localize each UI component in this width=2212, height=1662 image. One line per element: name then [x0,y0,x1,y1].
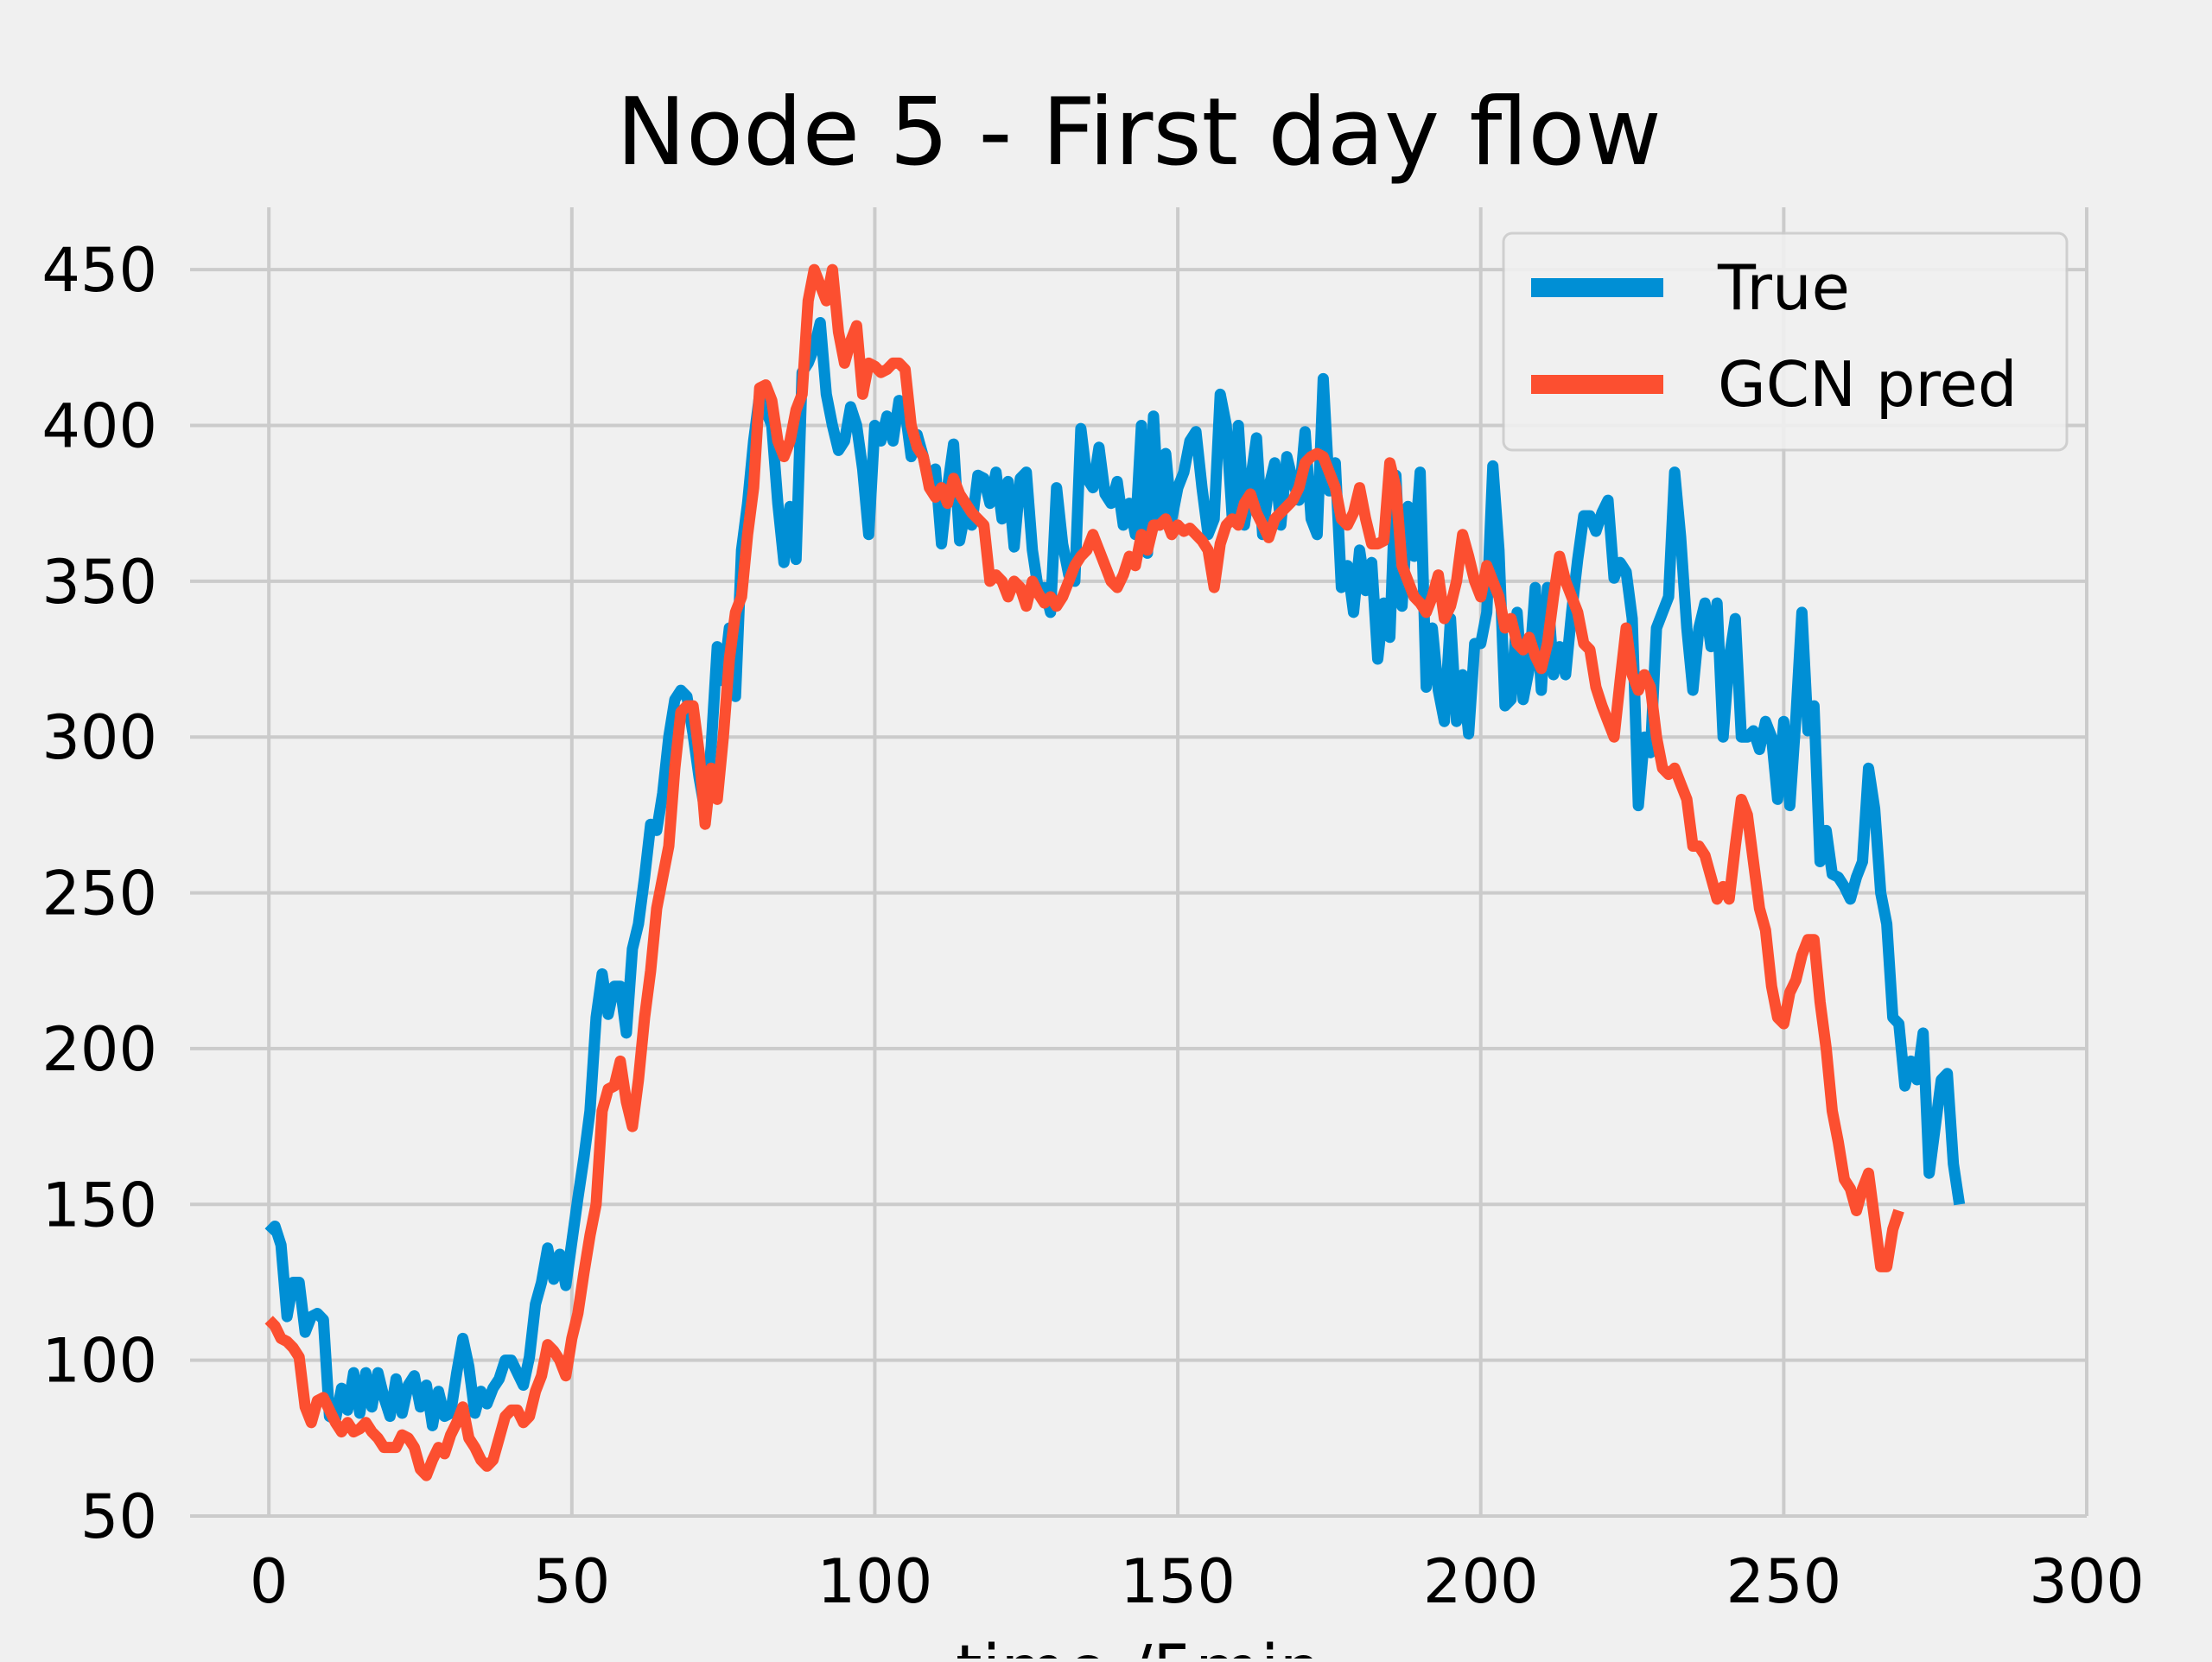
x-tick-label: 150 [1120,1546,1236,1617]
legend: True GCN pred [1502,232,2069,452]
chart-title: Node 5 - First day flow [616,79,1662,187]
legend-label-0: True [1717,251,1850,324]
y-tick-label: 300 [41,702,157,773]
y-tick-label: 350 [41,547,157,618]
legend-label-1: GCN pred [1718,348,2018,421]
x-tick-label: 50 [533,1546,610,1617]
x-tick-label: 0 [250,1546,289,1617]
series-line-1 [264,263,1904,1481]
y-tick-label: 250 [41,859,157,929]
y-tick-label: 50 [80,1481,157,1552]
x-tick-label: 300 [2029,1546,2145,1617]
series-line-0 [264,317,1966,1431]
y-tick-label: 100 [41,1326,157,1397]
y-tick-label: 200 [41,1014,157,1085]
y-tick-label: 400 [41,391,157,462]
tick-labels: 0 50 100 150 200 250 300 50 100 150 200 250 300 350 40… [41,235,2144,1617]
x-tick-label: 200 [1423,1546,1539,1617]
series-lines [264,263,1966,1481]
y-tick-label: 450 [41,235,157,306]
x-axis-label: time /5min [956,1632,1322,1659]
x-tick-label: 250 [1726,1546,1842,1617]
x-tick-label: 100 [817,1546,933,1617]
y-tick-label: 150 [41,1170,157,1240]
